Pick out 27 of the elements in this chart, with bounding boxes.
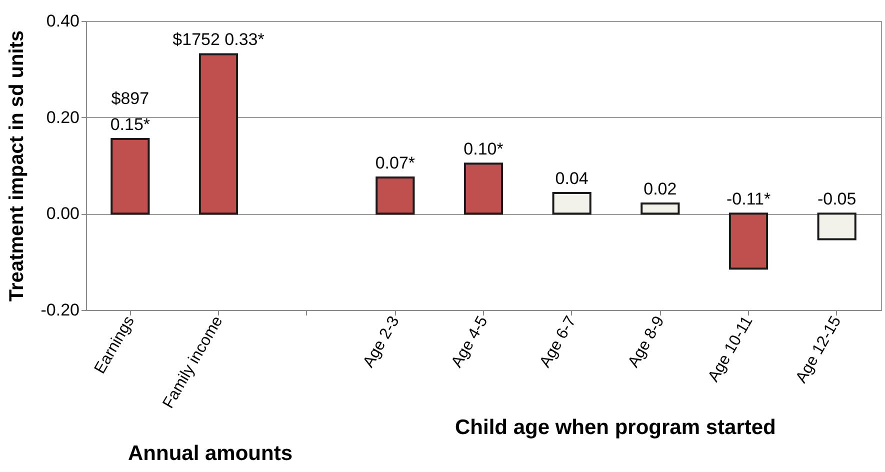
bar bbox=[552, 192, 592, 215]
data-label: -0.05 bbox=[817, 190, 856, 209]
data-label: 0.02 bbox=[644, 180, 677, 199]
x-tick-label: Age 4-5 bbox=[448, 313, 492, 371]
x-tick-label: Age 2-3 bbox=[360, 313, 404, 371]
y-tick-label: -0.20 bbox=[40, 300, 80, 320]
x-tick-label: Age 8-9 bbox=[625, 313, 668, 371]
x-tick-label: Age 6-7 bbox=[536, 313, 580, 371]
y-axis-title: Treatment impact in sd units bbox=[6, 30, 28, 302]
data-label: $1752 0.33* bbox=[172, 30, 265, 50]
bar bbox=[464, 162, 504, 215]
bar bbox=[198, 53, 238, 215]
data-label: -0.11* bbox=[726, 190, 771, 209]
bar bbox=[640, 202, 680, 215]
bar bbox=[110, 138, 150, 215]
text: Child age when program started bbox=[455, 416, 776, 440]
y-tick-label: 0.20 bbox=[46, 108, 80, 127]
y-tick-label: 0.00 bbox=[46, 204, 80, 224]
data-label: 0.04 bbox=[555, 168, 588, 188]
text: Annual amounts bbox=[128, 442, 293, 466]
data-label: 0.07* bbox=[375, 154, 416, 173]
data-label: $897 0.15* bbox=[110, 89, 150, 134]
data-label: 0.10* bbox=[464, 140, 504, 159]
y-tick-label: 0.40 bbox=[46, 12, 80, 30]
bar bbox=[817, 212, 856, 240]
bar bbox=[728, 212, 768, 270]
bar bbox=[376, 176, 415, 215]
